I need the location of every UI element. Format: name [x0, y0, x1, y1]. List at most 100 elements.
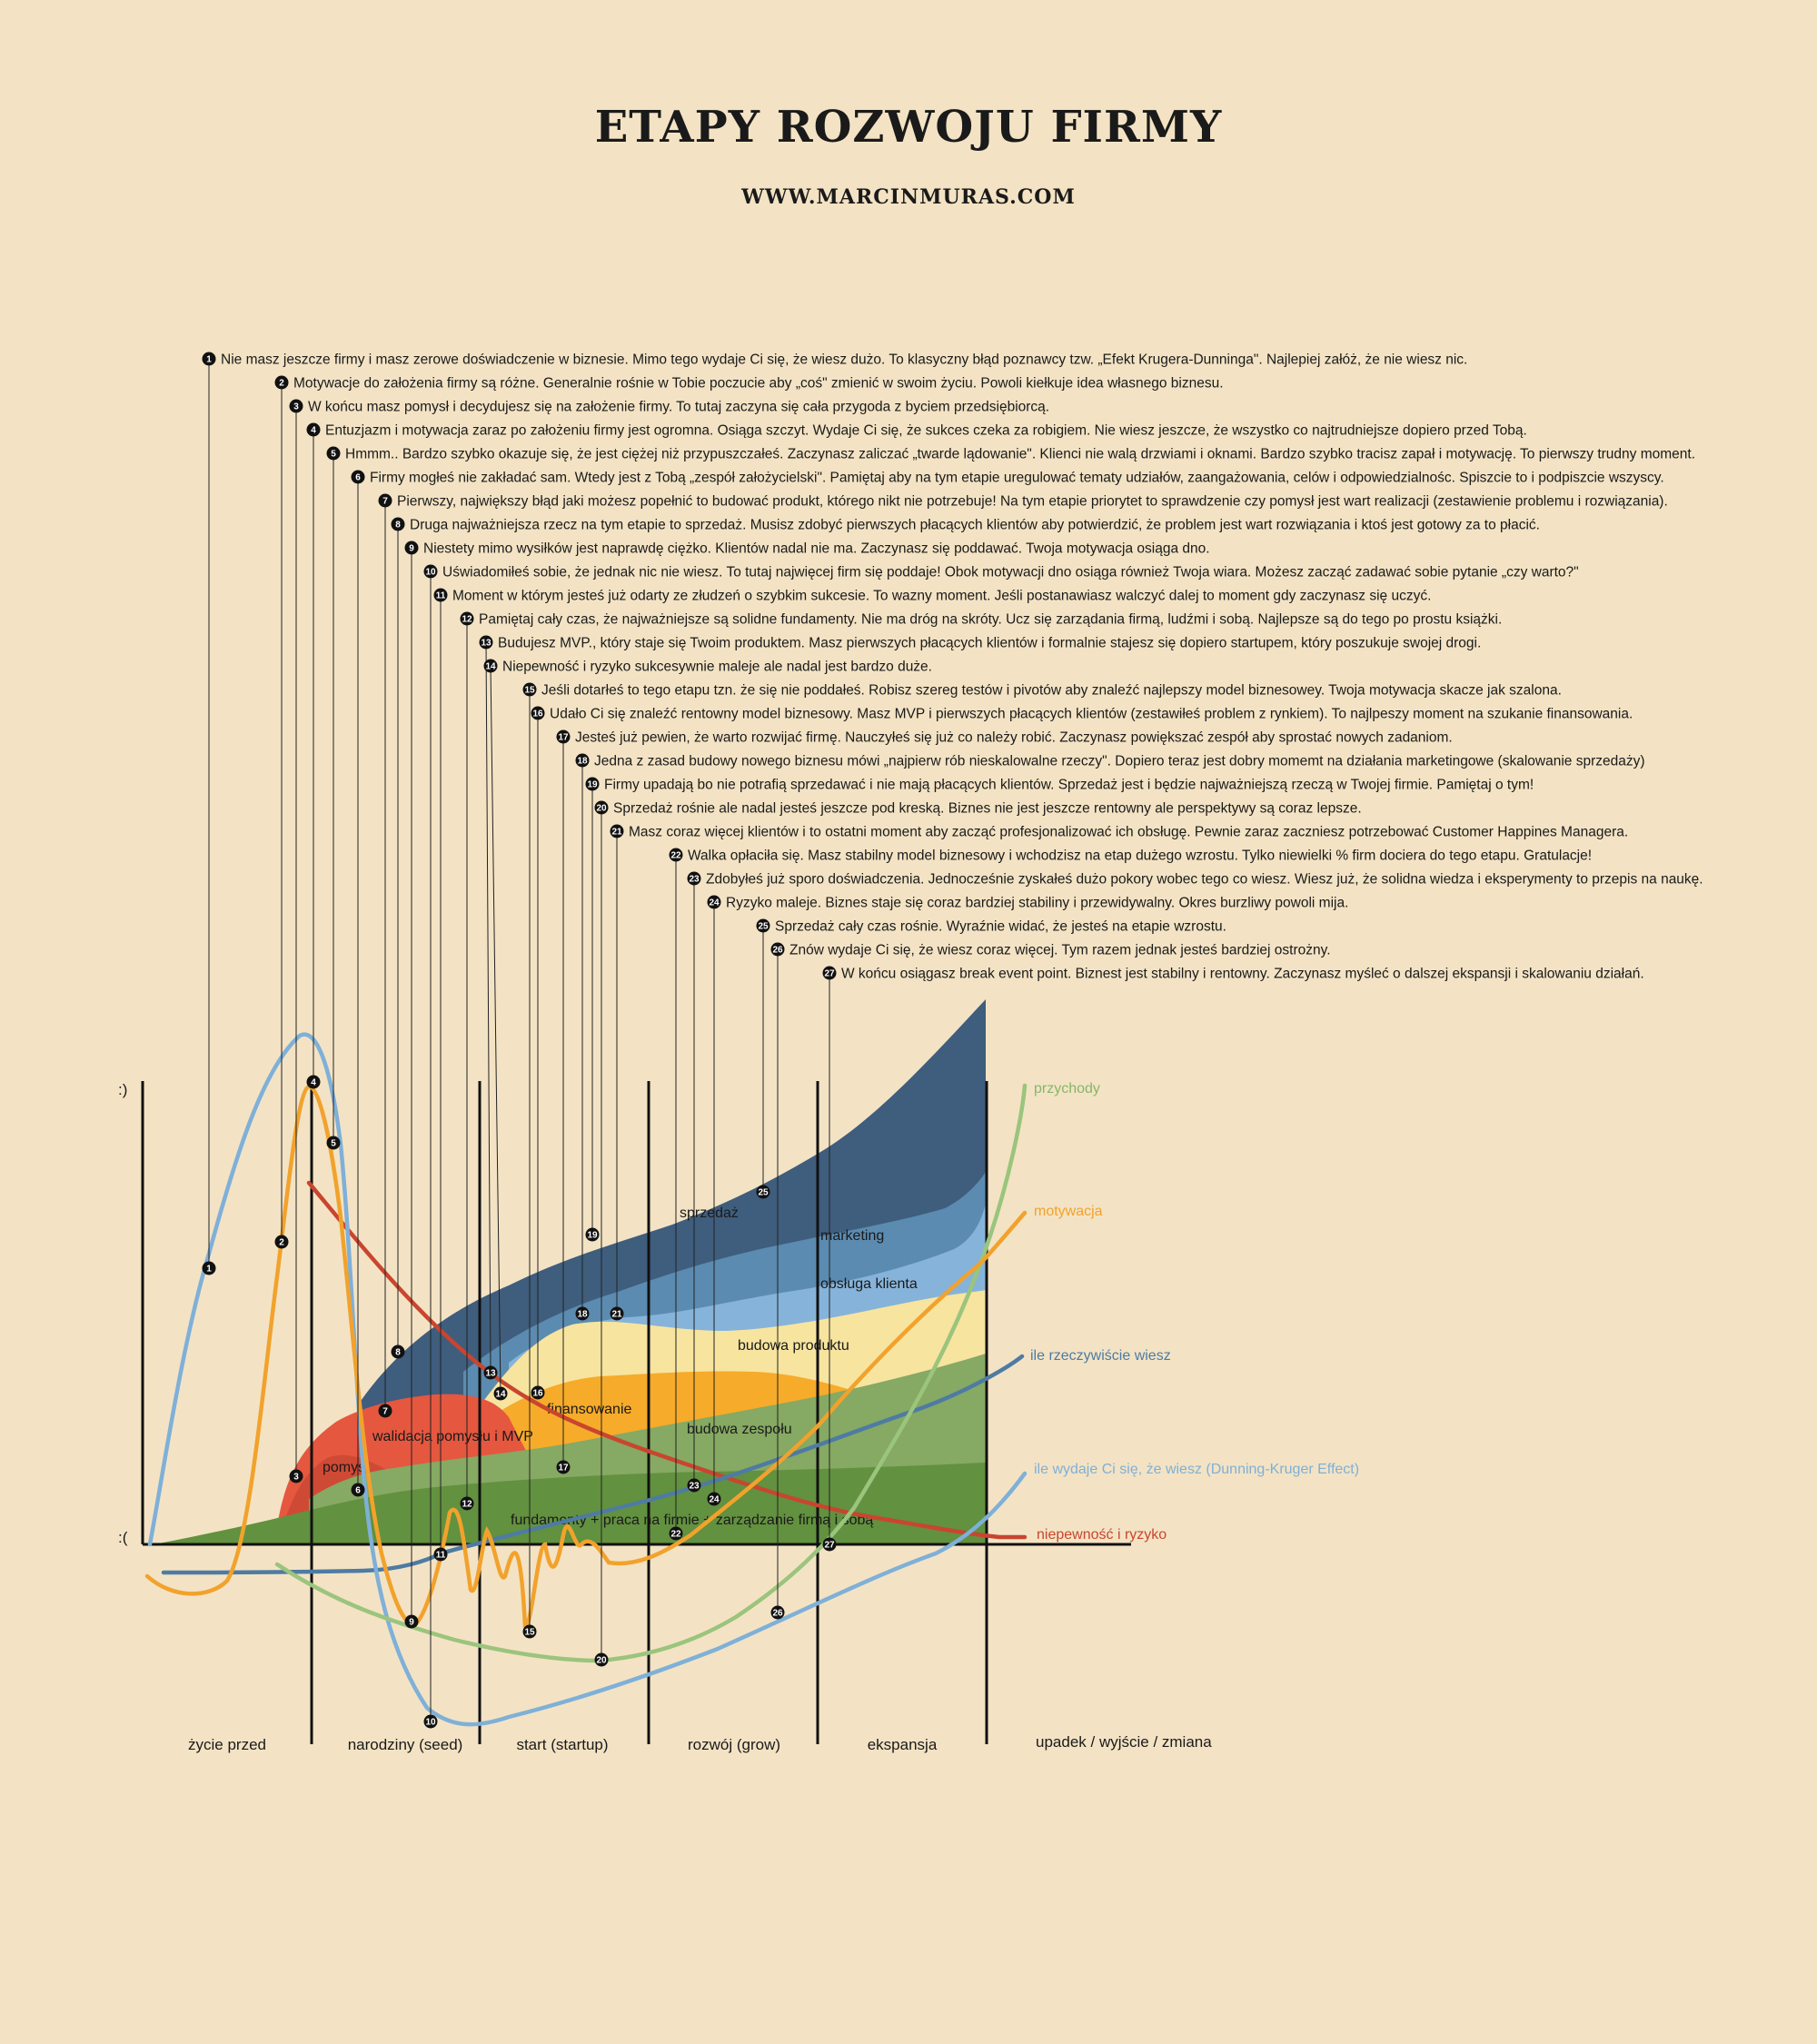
chart-marker-19-number: 19 — [587, 1231, 598, 1241]
curves — [144, 1032, 1028, 1727]
chart-markers: 1234567891011121314151617181920212223242… — [202, 1075, 837, 1729]
note-marker-13: 13 — [479, 635, 493, 650]
note-marker-3-dot — [289, 399, 303, 413]
note-text-1: Nie masz jeszcze firmy i masz zerowe doś… — [221, 352, 1467, 368]
note-text-22: Walka opłaciła się. Masz stabilny model … — [688, 848, 1592, 864]
chart-marker-25-dot — [756, 1185, 770, 1199]
chart-marker-12-dot — [460, 1496, 474, 1511]
note-marker-4: 4 — [306, 422, 321, 437]
chart-marker-8-number: 8 — [395, 1348, 401, 1358]
chart-marker-7-number: 7 — [382, 1407, 388, 1417]
chart-marker-25-number: 25 — [758, 1188, 769, 1198]
chart-marker-15-dot — [522, 1624, 537, 1639]
chart-marker-3: 3 — [289, 1469, 303, 1483]
stage-labels: życie przed narodziny (seed) start (star… — [188, 1733, 1212, 1753]
chart-marker-2-number: 2 — [279, 1238, 284, 1248]
note-marker-25-number: 25 — [758, 922, 769, 932]
note-marker-20-dot — [594, 800, 609, 815]
note-text-12: Pamiętaj cały czas, że najważniejsze są … — [479, 612, 1502, 628]
note-marker-21: 21 — [610, 824, 624, 838]
stage-label-ekspansja: ekspansja — [868, 1736, 938, 1753]
chart-marker-2-dot — [274, 1235, 289, 1249]
note-marker-19-dot — [585, 777, 600, 791]
chart-marker-20-dot — [594, 1652, 609, 1667]
note-marker-21-number: 21 — [611, 828, 622, 838]
note-marker-24: 24 — [707, 895, 721, 909]
note-marker-16-dot — [531, 706, 545, 720]
legend-wydaje: ile wydaje Ci się, że wiesz (Dunning-Kru… — [1034, 1462, 1359, 1477]
chart-marker-17-dot — [556, 1460, 571, 1474]
note-marker-2-number: 2 — [279, 379, 284, 389]
chart-marker-18: 18 — [575, 1306, 590, 1321]
chart-marker-7: 7 — [378, 1404, 392, 1418]
note-marker-14-number: 14 — [485, 662, 496, 672]
note-marker-22-dot — [669, 848, 683, 862]
note-marker-18-number: 18 — [577, 757, 588, 767]
note-marker-26-number: 26 — [772, 946, 783, 956]
note-marker-27-dot — [822, 966, 837, 980]
chart-marker-1-dot — [202, 1261, 216, 1275]
stage-label-start: start (startup) — [516, 1736, 608, 1753]
note-marker-16-number: 16 — [532, 709, 543, 719]
note-marker-11-number: 11 — [436, 591, 446, 601]
note-marker-25: 25 — [756, 918, 770, 933]
page-title: ETAPY ROZWOJU FIRMY — [594, 102, 1223, 153]
chart-marker-12-number: 12 — [462, 1500, 472, 1510]
chart-marker-24: 24 — [707, 1492, 721, 1506]
note-marker-4-number: 4 — [311, 426, 316, 436]
note-marker-21-dot — [610, 824, 624, 838]
note-marker-3: 3 — [289, 399, 303, 413]
note-text-15: Jeśli dotarłeś to tego etapu tzn. że się… — [541, 683, 1562, 699]
note-marker-17-number: 17 — [558, 733, 569, 743]
note-marker-1: 1 — [202, 352, 216, 366]
chart-marker-14-number: 14 — [495, 1390, 506, 1400]
legend: przychody motywacja ile rzeczywiście wie… — [1030, 1081, 1359, 1543]
stage-label-upadek: upadek / wyjście / zmiana — [1036, 1733, 1212, 1751]
chart-marker-18-number: 18 — [577, 1310, 588, 1320]
stage-label-rozwoj: rozwój (grow) — [688, 1736, 780, 1753]
note-marker-16: 16 — [531, 706, 545, 720]
chart-marker-16: 16 — [531, 1385, 545, 1400]
note-marker-23-number: 23 — [689, 875, 700, 885]
note-text-3: W końcu masz pomysł i decydujesz się na … — [308, 400, 1049, 415]
chart-marker-9: 9 — [404, 1614, 419, 1629]
note-marker-22-number: 22 — [670, 851, 681, 861]
band-label-sprzedaz: sprzedaż — [680, 1206, 739, 1221]
note-marker-19-number: 19 — [587, 780, 598, 790]
note-text-17: Jesteś już pewien, że warto rozwijać fir… — [575, 730, 1453, 746]
chart-marker-8: 8 — [391, 1344, 405, 1359]
note-marker-4-dot — [306, 422, 321, 437]
note-text-18: Jedna z zasad budowy nowego biznesu mówi… — [594, 754, 1645, 769]
chart-marker-17-number: 17 — [558, 1464, 569, 1473]
note-marker-15-number: 15 — [524, 686, 535, 696]
note-marker-24-dot — [707, 895, 721, 909]
note-text-19: Firmy upadają bo nie potrafią sprzedawać… — [604, 778, 1534, 793]
note-text-16: Udało Ci się znaleźć rentowny model bizn… — [550, 707, 1633, 722]
legend-wiesz: ile rzeczywiście wiesz — [1030, 1348, 1171, 1364]
note-text-21: Masz coraz więcej klientów i to ostatni … — [629, 825, 1628, 840]
note-marker-7: 7 — [378, 493, 392, 508]
note-text-25: Sprzedaż cały czas rośnie. Wyraźnie wida… — [775, 919, 1226, 935]
note-text-4: Entuzjazm i motywacja zaraz po założeniu… — [325, 423, 1527, 439]
leader-lines — [208, 359, 830, 1722]
note-marker-20: 20 — [594, 800, 609, 815]
chart-marker-22-number: 22 — [670, 1530, 681, 1540]
stage-label-narodziny: narodziny (seed) — [348, 1736, 463, 1753]
chart-marker-3-dot — [289, 1469, 303, 1483]
chart-marker-8-dot — [391, 1344, 405, 1359]
note-marker-17-dot — [556, 729, 571, 744]
note-marker-15-dot — [522, 682, 537, 697]
chart-marker-21: 21 — [610, 1306, 624, 1321]
note-marker-14-dot — [483, 659, 498, 673]
chart-marker-11-dot — [433, 1547, 448, 1562]
chart-marker-17: 17 — [556, 1460, 571, 1474]
chart-marker-16-dot — [531, 1385, 545, 1400]
curve-motywacja — [144, 1084, 1028, 1629]
note-marker-9-dot — [404, 541, 419, 555]
notes-list: 1 Nie masz jeszcze firmy i masz zerowe do… — [202, 352, 1703, 982]
page-subtitle: WWW.MARCINMURAS.COM — [741, 185, 1076, 209]
band-label-produkt: budowa produktu — [738, 1338, 849, 1354]
curve-wydaje — [147, 1032, 1028, 1727]
chart-marker-5-number: 5 — [331, 1139, 336, 1149]
note-marker-27-number: 27 — [824, 969, 835, 979]
